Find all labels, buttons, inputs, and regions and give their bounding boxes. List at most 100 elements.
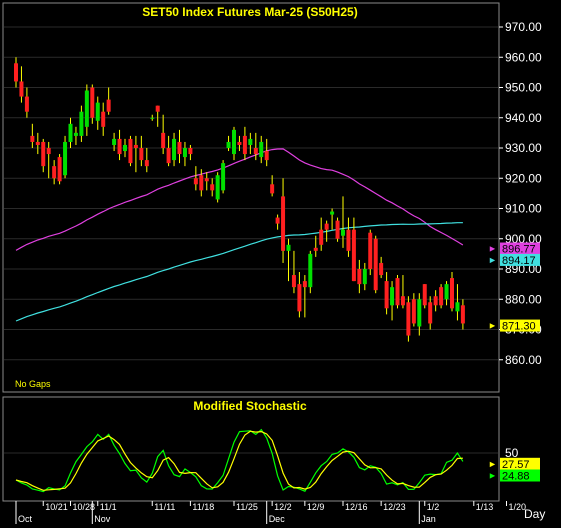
candle-body [335,220,340,239]
candle-body [90,87,95,118]
candle-body [188,148,193,155]
candle-body [123,144,127,152]
candle [14,57,18,88]
candle-body [133,144,138,148]
candle [346,217,351,257]
candle-body [417,299,422,327]
candle [101,102,106,136]
candle [84,84,89,136]
candle-body [19,81,24,97]
candle [161,114,166,155]
candle [302,275,307,318]
candle-body [428,302,433,324]
candle-body [368,232,373,269]
stochastic-title: Modified Stochastic [193,399,307,413]
candle [351,217,356,282]
candle [210,178,215,197]
candle-body [35,141,40,145]
candle [90,84,95,124]
candle-body [24,96,29,112]
ma-cyan-value: 894.17 [502,255,536,267]
candle-body [384,281,389,309]
ma-magenta-line [15,148,464,251]
candle-body [275,217,280,224]
candle-body [73,132,78,136]
candle [57,154,62,185]
candle [411,293,416,327]
candle [395,275,400,309]
candle-body [291,275,296,288]
candle-body [161,132,166,148]
candle [264,138,269,167]
stoch-k-value: 24.88 [502,471,530,483]
candle-body [406,302,411,336]
candle-body [215,175,220,200]
candle [308,250,313,294]
candle [281,178,286,263]
y-tick-label: 950.00 [505,81,542,95]
candle [199,169,204,197]
candle [63,135,68,179]
candle [417,293,422,336]
candle-body [193,178,198,185]
x-tick-label: 11/25 [236,502,258,512]
candle [286,238,291,282]
candle-body [221,163,226,191]
candle-body [324,223,329,230]
period-label: Day [524,507,545,521]
candle-body [297,284,302,312]
month-label: Oct [18,514,33,524]
candle [226,135,231,152]
y-tick-label: 860.00 [505,353,542,367]
x-tick-label: 12/16 [345,502,368,512]
candle [379,256,384,279]
candle [362,262,367,291]
candle-body [57,157,62,182]
y-tick-label: 920.00 [505,171,542,185]
candle [357,259,362,294]
candle [297,272,302,318]
candle [270,175,275,197]
candle-body [101,111,106,127]
candle-body [84,90,89,127]
x-tick-label: 11/1 [100,502,117,512]
candle-body [455,302,460,312]
ma-cyan-line [15,222,463,322]
candle [68,117,73,148]
candle-body [144,160,149,167]
candle [313,235,318,257]
month-label: Jan [421,514,436,524]
candle [52,160,57,185]
candle-body [106,99,111,112]
x-tick-label: 10/21 [45,502,68,512]
candle-body [248,138,253,145]
candle-body [177,141,182,155]
candle-body [373,238,378,291]
candle [73,126,78,145]
candle [324,220,329,242]
candle-body [95,102,100,121]
price-arrow: ► [488,321,497,331]
y-tick-label: 50 [505,446,519,460]
candle [237,135,242,152]
candle-body [346,229,351,251]
month-label: Nov [94,514,111,524]
x-tick-label: 11/11 [154,502,175,512]
last-price-value: 871.30 [502,321,536,333]
candle-body [302,281,307,288]
candle [24,87,29,118]
candle [19,66,24,103]
y-tick-label: 930.00 [505,141,542,155]
candle [123,138,127,158]
candle-body [237,141,242,145]
candle [106,87,111,115]
candle [291,250,296,294]
candle-body [79,111,84,136]
candle [188,144,193,161]
price-arrow: ► [488,471,497,481]
candle-body [444,284,449,300]
candle-body [68,123,73,142]
candle [275,214,280,230]
candle-body [204,178,209,182]
candle [335,217,340,242]
